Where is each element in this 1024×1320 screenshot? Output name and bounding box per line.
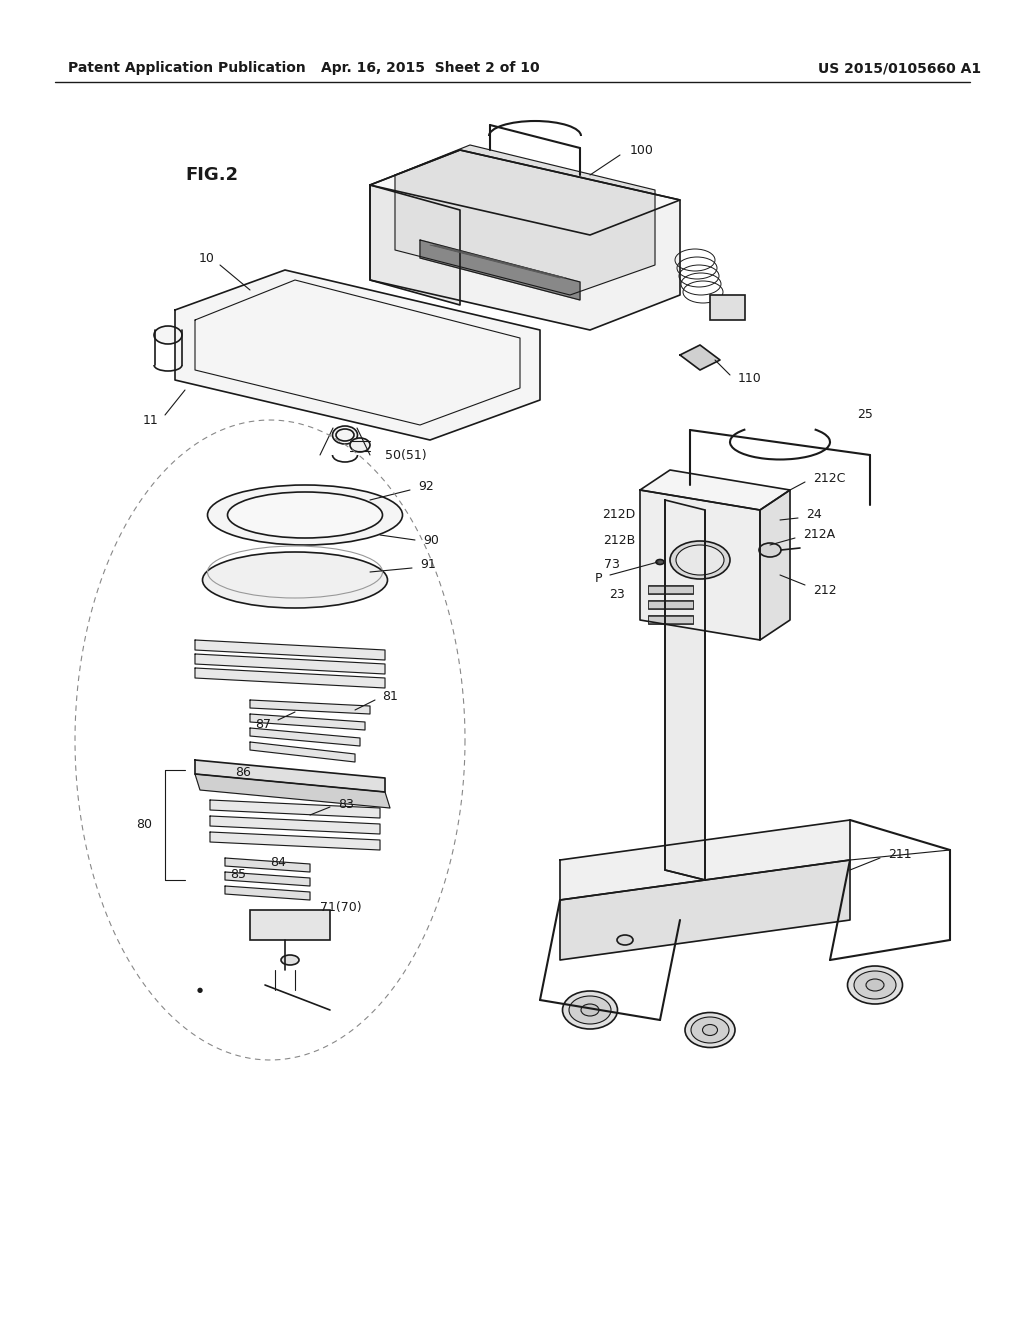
Polygon shape: [370, 185, 460, 305]
Ellipse shape: [581, 1005, 599, 1016]
Polygon shape: [560, 861, 850, 960]
Text: 90: 90: [423, 533, 439, 546]
Polygon shape: [665, 500, 705, 880]
Polygon shape: [195, 653, 385, 675]
Text: 81: 81: [382, 689, 398, 702]
Ellipse shape: [350, 438, 370, 451]
Ellipse shape: [562, 991, 617, 1030]
Text: 84: 84: [270, 855, 286, 869]
Polygon shape: [680, 345, 720, 370]
Polygon shape: [560, 820, 850, 900]
Polygon shape: [250, 700, 370, 714]
Ellipse shape: [656, 560, 664, 565]
Ellipse shape: [569, 997, 611, 1024]
Text: 212: 212: [813, 583, 837, 597]
Text: 50(51): 50(51): [385, 449, 427, 462]
Ellipse shape: [617, 935, 633, 945]
Text: 10: 10: [199, 252, 215, 264]
Ellipse shape: [702, 1024, 718, 1035]
FancyBboxPatch shape: [648, 615, 693, 624]
Text: Apr. 16, 2015  Sheet 2 of 10: Apr. 16, 2015 Sheet 2 of 10: [321, 61, 540, 75]
Ellipse shape: [759, 543, 781, 557]
Ellipse shape: [866, 979, 884, 991]
Polygon shape: [195, 640, 385, 660]
Polygon shape: [420, 240, 580, 300]
Ellipse shape: [848, 966, 902, 1005]
Polygon shape: [225, 886, 310, 900]
Text: 212C: 212C: [813, 471, 846, 484]
Polygon shape: [195, 774, 390, 808]
Polygon shape: [370, 150, 680, 235]
FancyBboxPatch shape: [648, 601, 693, 609]
FancyBboxPatch shape: [648, 616, 693, 623]
Polygon shape: [640, 490, 760, 640]
Polygon shape: [250, 742, 355, 762]
Ellipse shape: [203, 552, 387, 609]
Text: 92: 92: [418, 480, 434, 494]
Polygon shape: [195, 760, 385, 792]
Text: 212A: 212A: [803, 528, 836, 541]
Text: 80: 80: [136, 818, 152, 832]
Polygon shape: [640, 470, 790, 510]
Text: US 2015/0105660 A1: US 2015/0105660 A1: [818, 61, 982, 75]
FancyBboxPatch shape: [648, 601, 693, 609]
Polygon shape: [225, 873, 310, 886]
Text: 91: 91: [420, 558, 436, 572]
FancyBboxPatch shape: [648, 585, 693, 594]
Ellipse shape: [691, 1016, 729, 1043]
Ellipse shape: [333, 426, 357, 444]
Text: 71(70): 71(70): [319, 902, 361, 915]
FancyBboxPatch shape: [250, 909, 330, 940]
Ellipse shape: [154, 326, 182, 345]
Ellipse shape: [670, 541, 730, 579]
Polygon shape: [760, 490, 790, 640]
Ellipse shape: [685, 1012, 735, 1048]
Text: 211: 211: [888, 847, 911, 861]
Polygon shape: [210, 816, 380, 834]
Text: P: P: [595, 572, 602, 585]
Polygon shape: [370, 150, 680, 330]
Text: 85: 85: [230, 869, 246, 882]
Polygon shape: [210, 800, 380, 818]
Polygon shape: [250, 729, 360, 746]
Polygon shape: [250, 714, 365, 730]
FancyBboxPatch shape: [648, 586, 693, 593]
Text: 25: 25: [857, 408, 872, 421]
Ellipse shape: [208, 484, 402, 545]
Ellipse shape: [227, 492, 383, 539]
Text: 212D: 212D: [602, 508, 635, 521]
Text: FIG.2: FIG.2: [185, 166, 239, 183]
Polygon shape: [395, 145, 655, 294]
Polygon shape: [210, 832, 380, 850]
Text: 87: 87: [255, 718, 271, 730]
Polygon shape: [175, 271, 540, 440]
Polygon shape: [225, 858, 310, 873]
Text: 23: 23: [609, 589, 625, 602]
Text: 110: 110: [738, 371, 762, 384]
Text: 100: 100: [630, 144, 654, 157]
Polygon shape: [195, 668, 385, 688]
Text: 86: 86: [234, 767, 251, 780]
Text: 73: 73: [604, 558, 620, 572]
FancyBboxPatch shape: [710, 294, 745, 319]
Ellipse shape: [281, 954, 299, 965]
Text: ●: ●: [197, 987, 203, 993]
Text: 11: 11: [142, 413, 158, 426]
Text: Patent Application Publication: Patent Application Publication: [68, 61, 306, 75]
Ellipse shape: [854, 972, 896, 999]
Text: 212B: 212B: [603, 533, 635, 546]
Text: 83: 83: [338, 797, 354, 810]
Text: 24: 24: [806, 508, 821, 521]
Ellipse shape: [676, 545, 724, 576]
